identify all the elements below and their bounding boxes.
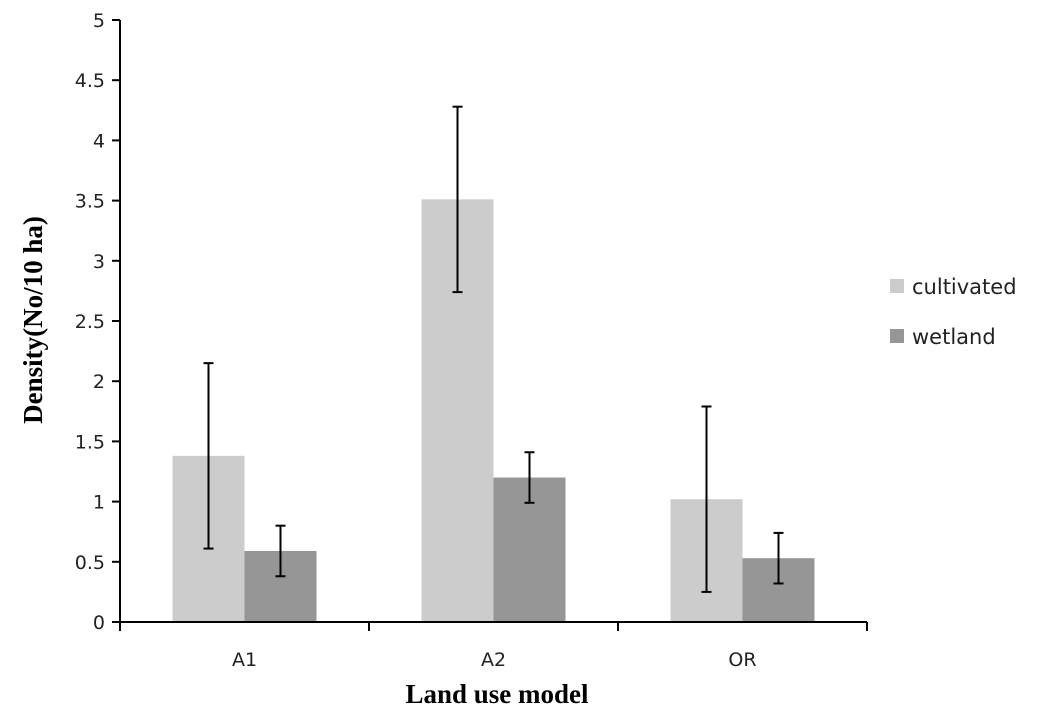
y-tick-label: 1.5 xyxy=(75,431,105,453)
bars-layer xyxy=(172,199,815,622)
legend-label-wetland: wetland xyxy=(912,325,996,349)
y-ticks: 0 0.5 1 1.5 2 2.5 3 3.5 4 4.5 5 xyxy=(75,10,120,634)
x-tick-label: OR xyxy=(728,649,756,671)
legend-swatch-cultivated xyxy=(890,279,904,293)
y-tick-label: 2 xyxy=(93,371,105,393)
y-tick-label: 0.5 xyxy=(75,552,105,574)
x-tick-label: A1 xyxy=(232,649,257,671)
x-tick-label: A2 xyxy=(481,649,506,671)
y-tick-label: 2.5 xyxy=(75,311,105,333)
x-axis-title: Land use model xyxy=(405,679,589,709)
y-tick-label: 3 xyxy=(93,251,105,273)
y-axis-title: Density(No/10 ha) xyxy=(18,216,48,424)
y-tick-label: 4.5 xyxy=(75,70,105,92)
error-bars-layer xyxy=(203,105,784,593)
legend-label-cultivated: cultivated xyxy=(912,275,1017,299)
y-tick-label: 3.5 xyxy=(75,191,105,213)
y-tick-label: 1 xyxy=(93,492,105,514)
y-tick-label: 5 xyxy=(93,10,105,32)
y-tick-label: 0 xyxy=(93,612,105,634)
x-ticks: A1 A2 OR xyxy=(119,622,868,671)
y-tick-label: 4 xyxy=(93,130,105,152)
legend-swatch-wetland xyxy=(890,329,904,343)
legend: cultivated wetland xyxy=(890,275,1017,349)
